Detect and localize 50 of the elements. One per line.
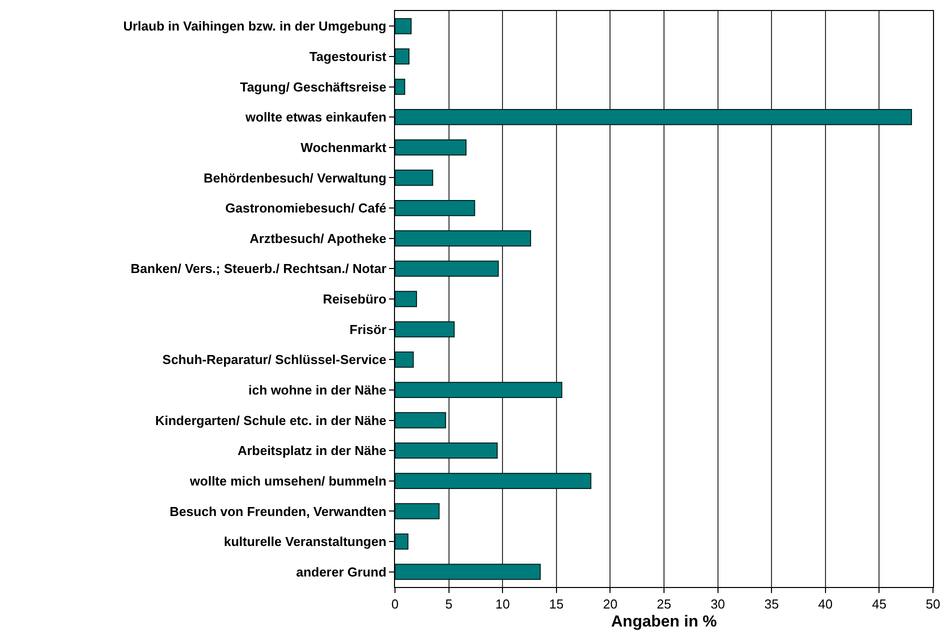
x-tick-label: 45 <box>872 596 886 612</box>
bar <box>395 503 440 520</box>
y-tick-label: Tagestourist <box>309 49 388 64</box>
x-tick-label: 40 <box>818 596 833 612</box>
bar <box>395 78 406 95</box>
x-tick-label: 30 <box>710 596 726 612</box>
y-tick-label: Schuh-Reparatur/ Schlüssel-Service <box>162 352 386 368</box>
x-tick-label: 25 <box>656 596 672 612</box>
y-tick-label: Kindergarten/ Schule etc. in der Nähe <box>155 412 386 428</box>
x-tick-label: 20 <box>602 596 618 612</box>
bar <box>395 290 418 308</box>
y-tick-label: Besuch von Freunden, Verwandten <box>170 504 386 519</box>
y-tick-label: anderer Grund <box>296 564 386 580</box>
bar <box>395 412 446 428</box>
bar <box>395 442 498 459</box>
x-tick-label: 15 <box>549 596 564 612</box>
y-tick-label: Behördenbesuch/ Verwaltung <box>204 170 386 186</box>
bar <box>395 18 412 34</box>
bar <box>395 472 592 489</box>
bar <box>395 321 455 338</box>
y-tick-label: Frisör <box>350 322 386 337</box>
x-tick-label: 5 <box>445 596 452 612</box>
x-tick-label: 50 <box>926 596 940 612</box>
bar <box>395 230 532 246</box>
y-tick-label: ich wohne in der Nähe <box>248 382 386 398</box>
y-tick-label: Urlaub in Vaihingen bzw. in der Umgebung <box>123 18 386 34</box>
y-tick-label: Banken/ Vers.; Steuerb./ Rechtsan./ Notar <box>130 261 386 276</box>
bar <box>395 109 912 126</box>
y-tick-label: Tagung/ Geschäftsreise <box>240 79 386 94</box>
x-tick-label: 35 <box>764 596 779 612</box>
bar <box>395 170 434 186</box>
y-tick-label: Wochenmarkt <box>300 140 388 155</box>
bar <box>395 260 499 277</box>
bar <box>395 382 562 398</box>
bar <box>395 352 414 368</box>
x-tick-label: 0 <box>391 596 399 612</box>
y-tick-label: kulturelle Veranstaltungen <box>224 534 386 550</box>
x-tick-label: 10 <box>495 596 510 612</box>
bar <box>395 139 467 156</box>
bar <box>395 564 541 580</box>
bar <box>395 48 410 65</box>
y-tick-label: Reisebüro <box>322 292 386 307</box>
y-tick-label: Arbeitsplatz in der Nähe <box>238 443 386 458</box>
y-tick-label: wollte mich umsehen/ bummeln <box>188 473 386 488</box>
bar <box>395 200 476 216</box>
y-tick-label: wollte etwas einkaufen <box>244 110 386 125</box>
y-tick-label: Arztbesuch/ Apotheke <box>250 230 386 246</box>
x-axis-title: Angaben in % <box>611 613 717 630</box>
y-tick-label: Gastronomiebesuch/ Café <box>225 200 386 216</box>
bar <box>395 533 408 550</box>
